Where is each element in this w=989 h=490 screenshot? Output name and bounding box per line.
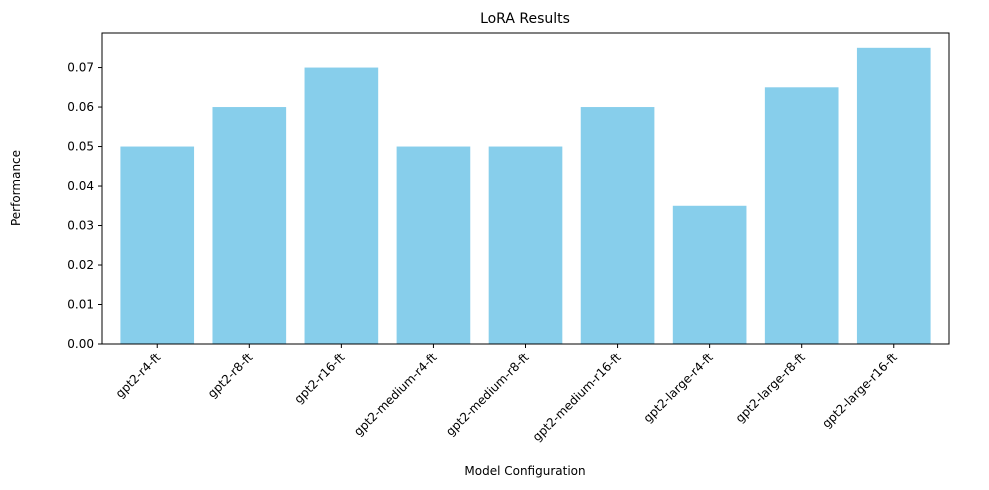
x-tick-label: gpt2-large-r8-ft <box>733 350 808 425</box>
bar-gpt2-medium-r4-ft <box>396 146 471 344</box>
y-tick-label: 0.07 <box>67 61 94 75</box>
bar-gpt2-r4-ft <box>120 146 195 344</box>
x-tick-label: gpt2-medium-r16-ft <box>530 350 624 444</box>
y-tick-label: 0.05 <box>67 140 94 154</box>
bar-gpt2-r16-ft <box>304 67 379 345</box>
y-tick-label: 0.01 <box>67 298 94 312</box>
y-tick-label: 0.00 <box>67 337 94 351</box>
x-tick-label: gpt2-r8-ft <box>205 350 256 401</box>
x-axis-label: Model Configuration <box>464 464 585 478</box>
x-tick-label: gpt2-medium-r4-ft <box>351 350 440 439</box>
y-tick-label: 0.03 <box>67 219 94 233</box>
y-tick-label: 0.04 <box>67 179 94 193</box>
plot-frame <box>101 32 950 345</box>
bar-gpt2-medium-r16-ft <box>580 107 655 344</box>
y-tick-label: 0.02 <box>67 258 94 272</box>
x-tick-label: gpt2-r4-ft <box>113 350 164 401</box>
chart-title: LoRA Results <box>480 11 570 27</box>
bar-gpt2-medium-r8-ft <box>488 146 563 344</box>
x-tick-label: gpt2-large-r16-ft <box>819 350 900 431</box>
bars <box>120 47 931 345</box>
bar-gpt2-large-r8-ft <box>764 87 839 345</box>
bar-gpt2-large-r4-ft <box>672 205 747 344</box>
y-axis-ticks: 0.00 0.01 0.02 0.03 0.04 0.05 0.06 0.07 <box>67 61 102 351</box>
y-axis-label: Performance <box>9 150 23 226</box>
x-tick-label: gpt2-medium-r8-ft <box>443 350 532 439</box>
bar-gpt2-r8-ft <box>212 107 287 344</box>
bar-gpt2-large-r16-ft <box>856 47 931 345</box>
x-tick-label: gpt2-large-r4-ft <box>641 350 716 425</box>
x-axis-ticks: gpt2-r4-ft gpt2-r8-ft gpt2-r16-ft gpt2-medi… <box>113 344 900 444</box>
y-tick-label: 0.06 <box>67 100 94 114</box>
x-tick-label: gpt2-r16-ft <box>292 350 348 406</box>
